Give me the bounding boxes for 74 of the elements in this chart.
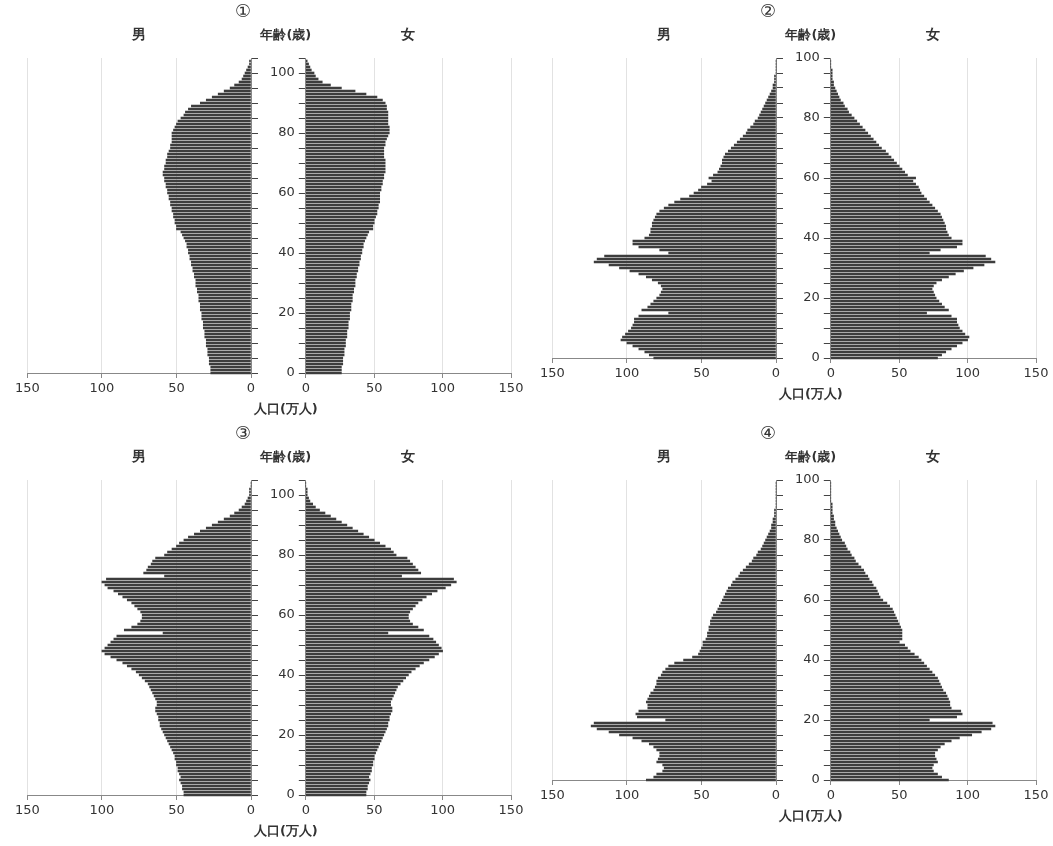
y-tick-label: 40 — [803, 229, 820, 245]
y-tick-label: 60 — [803, 591, 820, 607]
x-tick-label: 50 — [890, 787, 908, 803]
x-tick-label: 0 — [826, 787, 835, 803]
y-tick-label: 0 — [811, 771, 820, 787]
y-tick-label: 60 — [278, 606, 295, 622]
x-tick-label: 100 — [89, 802, 115, 818]
x-tick-label: 100 — [614, 787, 640, 803]
x-tick-label: 150 — [1023, 365, 1049, 381]
x-tick-label: 50 — [693, 787, 710, 803]
x-axis-title: 人口(万人) — [252, 822, 319, 840]
y-tick-label: 80 — [278, 124, 295, 140]
y-tick-label: 40 — [278, 666, 295, 682]
x-tick-label: 50 — [168, 380, 185, 396]
x-tick-label: 100 — [430, 802, 456, 818]
x-tick-label: 150 — [14, 380, 40, 396]
x-tick-label: 0 — [246, 802, 256, 818]
x-tick-label: 0 — [771, 365, 781, 381]
y-tick-label: 80 — [803, 531, 820, 547]
chart-subtitle: 女 — [401, 26, 416, 42]
y-tick-label: 60 — [278, 184, 295, 200]
y-tick-label: 80 — [803, 109, 820, 125]
chart-title: ④ — [758, 422, 778, 443]
x-tick-label: 150 — [1023, 787, 1049, 803]
chart-subtitle: 男 — [131, 448, 148, 466]
y-tick-label: 100 — [269, 486, 295, 502]
y-tick-label: 20 — [803, 711, 820, 727]
chart-subtitle: 女 — [926, 26, 941, 42]
x-tick-label: 50 — [693, 365, 710, 381]
x-tick-label: 150 — [498, 802, 524, 818]
x-tick-label: 50 — [365, 380, 383, 396]
x-axis-title: 人口(万人) — [252, 400, 319, 418]
x-tick-label: 50 — [365, 802, 383, 818]
x-tick-label: 100 — [89, 380, 115, 396]
y-tick-label: 100 — [269, 64, 295, 80]
x-tick-label: 0 — [771, 787, 781, 803]
chart-subtitle: 女 — [401, 448, 416, 464]
x-tick-label: 100 — [955, 787, 981, 803]
y-axis-title: 年齢(歳) — [784, 448, 838, 466]
y-tick-label: 60 — [803, 169, 820, 185]
y-tick-label: 40 — [803, 651, 820, 667]
x-tick-label: 0 — [301, 802, 310, 818]
y-axis-title: 年齢(歳) — [784, 26, 838, 44]
y-tick-label: 100 — [794, 49, 820, 65]
y-tick-label: 0 — [811, 349, 820, 365]
x-tick-label: 150 — [539, 365, 565, 381]
x-tick-label: 100 — [614, 365, 640, 381]
chart-subtitle: 男 — [656, 448, 673, 466]
y-tick-label: 80 — [278, 546, 295, 562]
x-tick-label: 150 — [498, 380, 524, 396]
x-axis-title: 人口(万人) — [777, 807, 844, 825]
x-tick-label: 100 — [430, 380, 456, 396]
y-axis-title: 年齢(歳) — [259, 26, 313, 44]
chart-subtitle: 女 — [926, 448, 941, 464]
x-tick-label: 150 — [14, 802, 40, 818]
x-axis-title: 人口(万人) — [777, 385, 844, 403]
x-tick-label: 0 — [826, 365, 835, 381]
x-tick-label: 0 — [246, 380, 256, 396]
x-tick-label: 150 — [539, 787, 565, 803]
y-tick-label: 20 — [278, 726, 295, 742]
y-tick-label: 20 — [803, 289, 820, 305]
x-tick-label: 50 — [890, 365, 908, 381]
x-tick-label: 0 — [301, 380, 310, 396]
y-tick-label: 100 — [794, 471, 820, 487]
chart-subtitle: 男 — [656, 26, 673, 44]
x-tick-label: 50 — [168, 802, 185, 818]
y-tick-label: 40 — [278, 244, 295, 260]
chart-title: ① — [233, 0, 253, 21]
chart-subtitle: 男 — [131, 26, 148, 44]
y-tick-label: 20 — [278, 304, 295, 320]
chart-title: ③ — [233, 422, 253, 443]
chart-title: ② — [758, 0, 778, 21]
y-axis-title: 年齢(歳) — [259, 448, 313, 466]
x-tick-label: 100 — [955, 365, 981, 381]
